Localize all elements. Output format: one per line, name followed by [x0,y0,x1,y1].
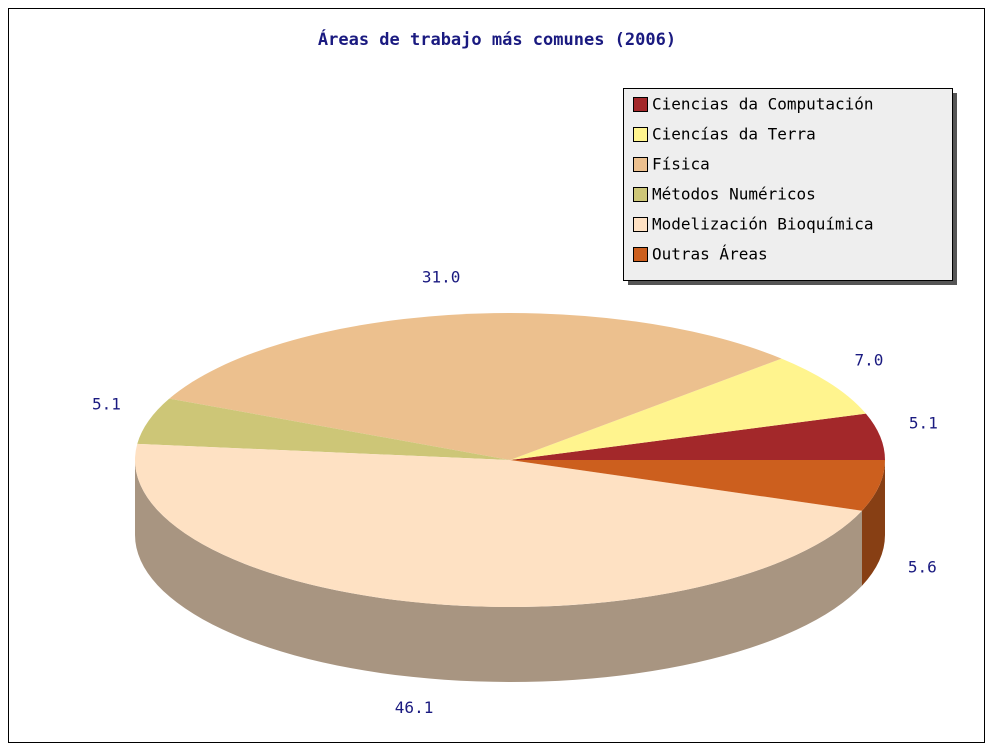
data-label: 31.0 [422,267,461,286]
legend-swatch [633,187,648,202]
slice-side [861,460,885,586]
slice [510,460,885,511]
legend-swatch [633,247,648,262]
data-label: 5.6 [908,557,937,576]
data-label: 5.1 [909,413,938,432]
legend-label: Física [652,155,710,174]
legend-label: Métodos Numéricos [652,185,816,204]
legend-label: Ciencias da Computación [652,95,874,114]
legend-swatch [633,217,648,232]
slice [135,443,862,607]
legend-swatch [633,97,648,112]
slice-side [135,460,862,682]
legend [623,88,953,281]
slice [510,413,885,460]
legend-label: Ciencías da Terra [652,125,816,144]
data-label: 5.1 [92,394,121,413]
legend-swatch [633,127,648,142]
legend-label: Modelización Bioquímica [652,215,874,234]
legend-swatch [633,157,648,172]
slice [510,358,866,460]
slice [137,398,511,460]
slice [169,313,782,460]
data-label: 46.1 [395,698,434,717]
legend-label: Outras Áreas [652,245,768,264]
chart-title: Áreas de trabajo más comunes (2006) [318,28,676,50]
data-label: 7.0 [855,351,884,370]
